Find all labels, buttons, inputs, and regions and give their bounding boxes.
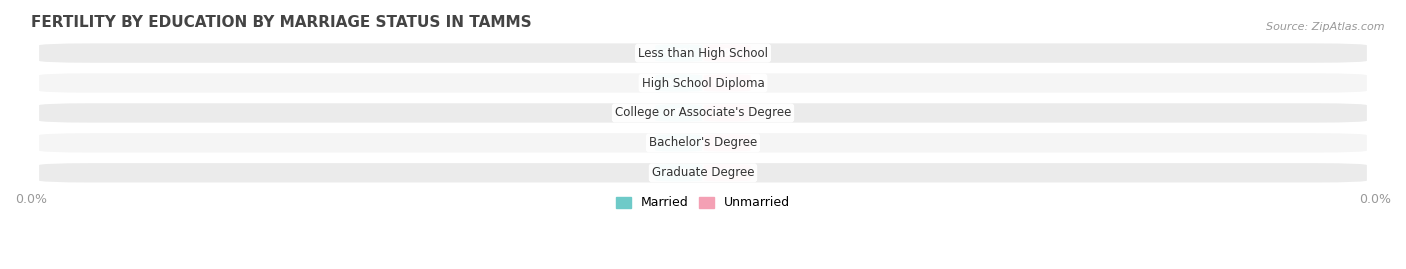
Text: College or Associate's Degree: College or Associate's Degree	[614, 107, 792, 119]
FancyBboxPatch shape	[655, 104, 703, 122]
Text: 0.0%: 0.0%	[665, 78, 695, 88]
FancyBboxPatch shape	[38, 72, 1368, 94]
Text: Bachelor's Degree: Bachelor's Degree	[650, 136, 756, 149]
FancyBboxPatch shape	[655, 134, 703, 151]
Text: 0.0%: 0.0%	[713, 108, 742, 118]
Text: Less than High School: Less than High School	[638, 47, 768, 59]
Text: 0.0%: 0.0%	[665, 108, 695, 118]
Text: Source: ZipAtlas.com: Source: ZipAtlas.com	[1267, 22, 1385, 31]
FancyBboxPatch shape	[703, 44, 751, 62]
FancyBboxPatch shape	[655, 164, 703, 182]
Text: FERTILITY BY EDUCATION BY MARRIAGE STATUS IN TAMMS: FERTILITY BY EDUCATION BY MARRIAGE STATU…	[31, 15, 531, 30]
FancyBboxPatch shape	[38, 162, 1368, 184]
FancyBboxPatch shape	[38, 132, 1368, 154]
Text: Graduate Degree: Graduate Degree	[652, 166, 754, 179]
FancyBboxPatch shape	[703, 164, 751, 182]
FancyBboxPatch shape	[38, 42, 1368, 64]
Legend: Married, Unmarried: Married, Unmarried	[612, 192, 794, 214]
Text: 0.0%: 0.0%	[713, 138, 742, 148]
Text: 0.0%: 0.0%	[713, 78, 742, 88]
Text: 0.0%: 0.0%	[665, 168, 695, 178]
Text: 0.0%: 0.0%	[665, 48, 695, 58]
FancyBboxPatch shape	[655, 44, 703, 62]
Text: 0.0%: 0.0%	[713, 48, 742, 58]
Text: 0.0%: 0.0%	[665, 138, 695, 148]
FancyBboxPatch shape	[38, 102, 1368, 124]
FancyBboxPatch shape	[703, 104, 751, 122]
Text: High School Diploma: High School Diploma	[641, 76, 765, 90]
FancyBboxPatch shape	[703, 74, 751, 92]
FancyBboxPatch shape	[703, 134, 751, 151]
Text: 0.0%: 0.0%	[713, 168, 742, 178]
FancyBboxPatch shape	[655, 74, 703, 92]
